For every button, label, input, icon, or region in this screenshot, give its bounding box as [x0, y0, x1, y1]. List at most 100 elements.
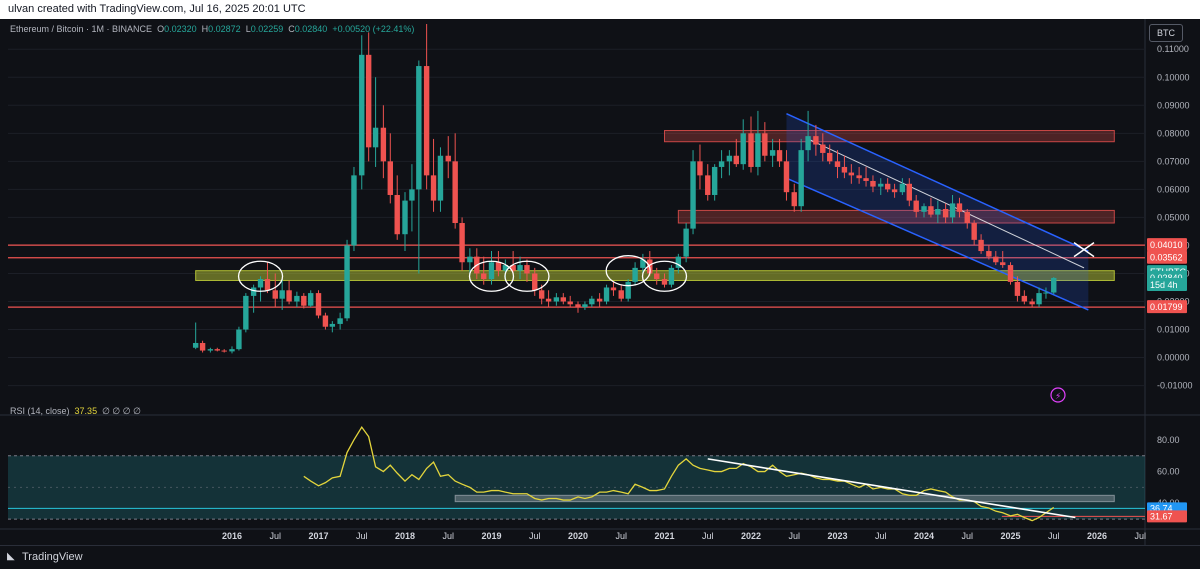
candle-body — [502, 265, 509, 271]
price-tick-label: 0.09000 — [1157, 100, 1190, 110]
candle-body — [359, 54, 365, 176]
rsi-line — [303, 426, 1055, 522]
candle-body — [372, 127, 379, 148]
candle-body — [567, 301, 573, 305]
candle-body — [603, 287, 610, 302]
low-label: L — [245, 24, 251, 34]
candle-body — [409, 189, 415, 201]
time-tick-label: Jul — [356, 531, 368, 541]
candle-body — [791, 192, 797, 207]
candle-body — [697, 161, 703, 176]
candle-body — [1043, 292, 1049, 294]
time-tick-label: 2017 — [308, 531, 328, 541]
candle-body — [726, 155, 733, 162]
candle-body — [1036, 293, 1042, 305]
candle-body — [935, 209, 941, 215]
candle-body — [589, 298, 595, 305]
candle-body — [949, 203, 956, 218]
candle-body — [632, 267, 638, 282]
candle-body — [921, 206, 927, 212]
time-tick-label: 2025 — [1000, 531, 1020, 541]
candle-body — [532, 273, 538, 291]
candle-body — [214, 349, 220, 351]
candle-body — [560, 297, 566, 302]
price-label-box — [1147, 300, 1187, 314]
candle-body — [207, 349, 214, 351]
candle-body — [1000, 262, 1006, 266]
candle-body — [192, 342, 199, 348]
price-label-text: 15d 4h — [1150, 280, 1178, 290]
rsi-label: RSI (14, close) — [10, 406, 70, 416]
credit-text: ulvan created with TradingView.com, Jul … — [8, 3, 306, 15]
candle-body — [776, 150, 783, 162]
candle-body — [755, 133, 761, 167]
price-tick-label: 0.01000 — [1157, 325, 1190, 335]
candle-body — [820, 144, 826, 153]
rsi-value: 37.35 — [74, 406, 98, 416]
highlight-circle — [468, 260, 515, 292]
rsi-tick-label: 60.00 — [1157, 467, 1180, 477]
candle-body — [884, 183, 891, 190]
candle-body — [538, 290, 545, 299]
time-tick-label: 2016 — [222, 531, 242, 541]
candle-body — [762, 133, 768, 156]
candle-body — [705, 175, 711, 195]
candle-body — [675, 256, 682, 268]
lightning-glyph: ⚡ — [1055, 392, 1061, 402]
candle-body — [481, 273, 487, 280]
time-tick-label: Jul — [875, 531, 887, 541]
candle-body — [387, 161, 393, 195]
time-tick-label: Jul — [961, 531, 973, 541]
candle-body — [243, 295, 249, 330]
candle-body — [827, 152, 833, 162]
candle-body — [582, 304, 588, 308]
time-tick-label: Jul — [269, 531, 281, 541]
candle-body — [718, 161, 725, 167]
time-tick-label: 2020 — [568, 531, 588, 541]
candle-body — [1051, 277, 1057, 293]
candle-body — [380, 127, 387, 162]
candle-body — [690, 161, 696, 229]
price-label-box — [1147, 250, 1187, 264]
time-tick-label: Jul — [529, 531, 541, 541]
candle-body — [942, 209, 949, 218]
high-label: H — [201, 24, 209, 34]
candle-body — [668, 267, 675, 285]
candle-body — [798, 150, 804, 207]
credit-bar: ulvan created with TradingView.com, Jul … — [0, 0, 1200, 19]
candle-body — [906, 183, 912, 201]
candle-body — [199, 342, 206, 351]
candle-body — [928, 206, 934, 215]
time-tick-label: Jul — [1048, 531, 1060, 541]
candle-body — [250, 287, 257, 296]
candle-body — [625, 281, 631, 299]
candle-body — [661, 279, 668, 285]
time-tick-label: Jul — [702, 531, 714, 541]
chart-canvas[interactable]: 0.11000 0.10000 0.09000 0.08000 0.07000 0.060… — [0, 19, 1200, 545]
price-tick-label: 0.11000 — [1157, 44, 1189, 54]
symbol-legend: Ethereum / Bitcoin · 1M · BINANCE O0.023… — [10, 24, 414, 34]
candle-body — [430, 175, 437, 201]
footer-bar: TradingView — [0, 545, 1200, 568]
candle-body — [711, 166, 718, 195]
channel-lower-line — [786, 177, 1089, 311]
time-tick-label: Jul — [442, 531, 454, 541]
rsi-label-text: 31.67 — [1150, 511, 1173, 521]
candle-body — [841, 166, 848, 173]
time-tick-label: Jul — [788, 531, 800, 541]
candle-body — [495, 262, 502, 271]
candle-body — [740, 133, 746, 165]
candle-body — [257, 279, 264, 288]
rsi-label-text: 36.74 — [1150, 503, 1173, 513]
change-value: +0.00520 (+22.41%) — [332, 24, 415, 34]
highlight-circle — [504, 260, 550, 292]
candle-body — [402, 200, 408, 235]
candle-body — [978, 239, 984, 252]
candle-body — [618, 290, 624, 299]
time-tick-label: 2022 — [741, 531, 761, 541]
open-label: O — [157, 24, 165, 34]
candle-body — [956, 203, 963, 212]
price-label-box — [1147, 277, 1187, 291]
currency-button[interactable]: BTC — [1149, 24, 1183, 42]
time-tick-label: 2023 — [827, 531, 847, 541]
